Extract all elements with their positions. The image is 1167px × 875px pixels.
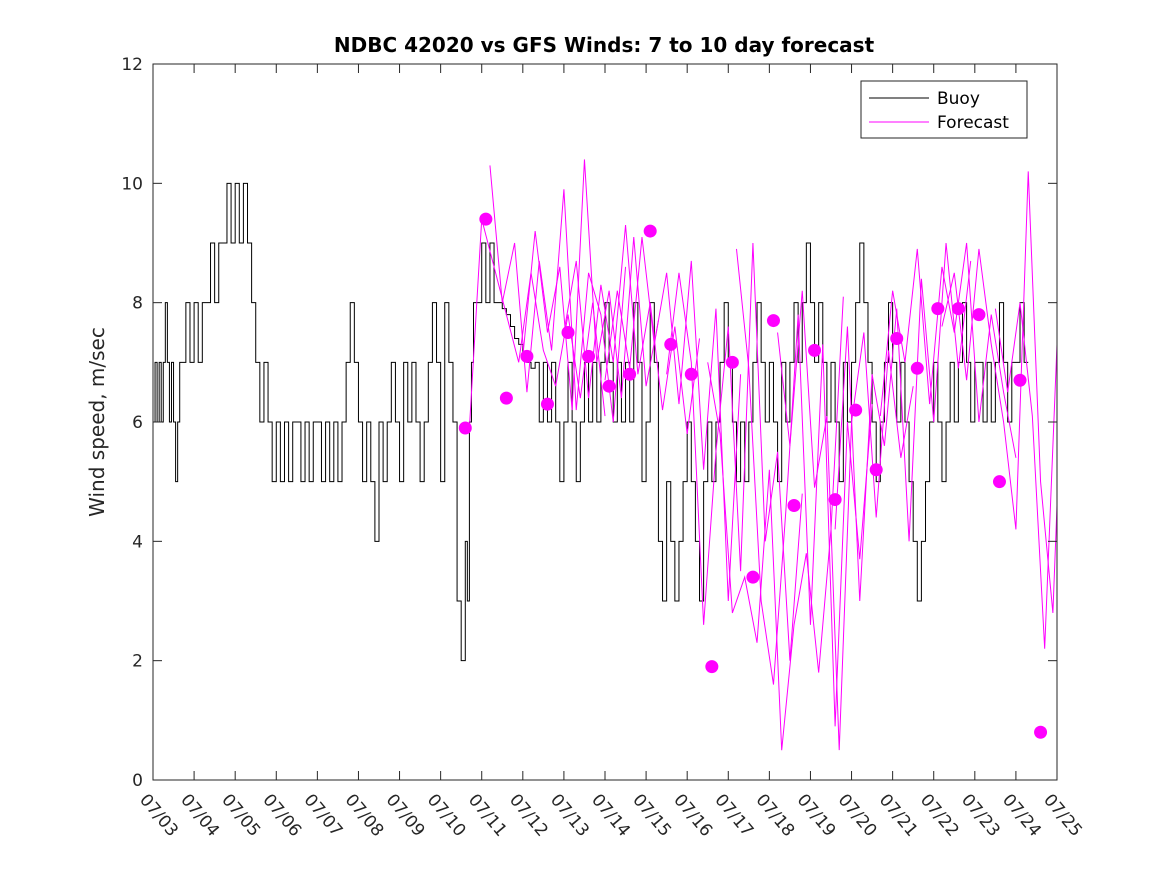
y-tick-label: 6 [132, 413, 143, 433]
forecast-point [931, 302, 945, 316]
forecast-point [520, 349, 534, 363]
forecast-point [602, 379, 616, 393]
forecast-point [951, 302, 965, 316]
forecast-point [664, 337, 678, 351]
x-tick-label: 07/20 [834, 790, 881, 840]
plot-area [153, 159, 1057, 751]
series-line-forecast [468, 219, 606, 428]
series-line-forecast [777, 290, 914, 751]
y-tick-label: 10 [121, 174, 143, 194]
forecast-point [705, 660, 719, 674]
x-tick-label: 07/10 [423, 790, 470, 840]
y-axis-label: Wind speed, m/sec [85, 327, 109, 517]
chart-title: NDBC 42020 vs GFS Winds: 7 to 10 day for… [334, 33, 875, 57]
x-tick-label: 07/25 [1039, 790, 1086, 840]
x-tick-label: 07/13 [546, 790, 593, 840]
y-ticks: 0 2 4 6 8 10 12 [121, 55, 1057, 791]
forecast-point [972, 308, 986, 322]
x-tick-label: 07/12 [505, 790, 552, 840]
forecast-point [561, 326, 575, 339]
x-tick-label: 07/14 [587, 790, 634, 840]
x-tick-label: 07/22 [916, 790, 963, 840]
x-tick-label: 07/11 [464, 790, 511, 840]
legend-label-forecast: Forecast [937, 113, 1009, 133]
x-tick-label: 07/07 [300, 790, 347, 840]
x-tick-label: 07/08 [341, 790, 388, 840]
series-line-forecast [834, 242, 972, 602]
forecast-point [540, 397, 554, 411]
x-tick-label: 07/16 [669, 790, 716, 840]
forecast-point [766, 314, 780, 328]
forecast-point [479, 212, 493, 226]
x-tick-label: 07/18 [752, 790, 799, 840]
legend-label-buoy: Buoy [937, 89, 980, 109]
x-tick-label: 07/09 [382, 790, 429, 840]
legend-box [860, 80, 1028, 139]
legend: Buoy Forecast [860, 80, 1028, 139]
y-tick-label: 8 [132, 294, 143, 314]
forecast-point [992, 475, 1006, 489]
x-tick-label: 07/23 [957, 790, 1004, 840]
plot-marks [153, 159, 1057, 751]
forecast-point [623, 367, 637, 381]
forecast-point [582, 349, 596, 363]
series-line-forecast [941, 171, 1057, 613]
x-tick-label: 07/24 [998, 790, 1045, 840]
forecast-point [787, 499, 801, 513]
forecast-point [869, 463, 883, 477]
x-tick-label: 07/06 [258, 790, 305, 840]
series-line-forecast [489, 165, 627, 423]
forecast-point [746, 570, 760, 584]
y-tick-label: 12 [121, 55, 143, 75]
x-tick-label: 07/05 [217, 790, 264, 840]
series-line-forecast [707, 296, 844, 751]
x-tick-label: 07/04 [176, 790, 223, 840]
x-tick-label: 07/15 [628, 790, 675, 840]
forecast-point [828, 493, 842, 507]
forecast-point [849, 403, 863, 417]
forecast-point [808, 343, 822, 357]
forecast-point [1013, 373, 1027, 387]
series-line-buoy [153, 182, 1029, 662]
y-tick-label: 4 [132, 532, 143, 552]
series-line-forecast [994, 302, 1057, 649]
x-ticks: 07/0307/0407/0507/0607/0707/0807/0907/10… [135, 64, 1086, 841]
forecast-point [643, 224, 657, 238]
series-line-forecast [666, 242, 803, 661]
forecast-point [684, 367, 698, 381]
x-tick-label: 07/03 [135, 790, 182, 840]
x-tick-label: 07/19 [793, 790, 840, 840]
forecast-point [910, 361, 924, 375]
y-tick-label: 0 [132, 771, 143, 791]
forecast-point [725, 355, 739, 369]
forecast-point [890, 331, 904, 345]
series-line-forecast [879, 242, 1017, 458]
y-tick-label: 2 [132, 652, 143, 672]
series-line-forecast [735, 248, 873, 727]
x-tick-label: 07/21 [875, 790, 922, 840]
forecast-point [1034, 725, 1048, 739]
forecast-point [458, 421, 472, 435]
forecast-point [499, 391, 513, 405]
x-tick-label: 07/17 [710, 790, 757, 840]
series-line-forecast [522, 159, 659, 411]
